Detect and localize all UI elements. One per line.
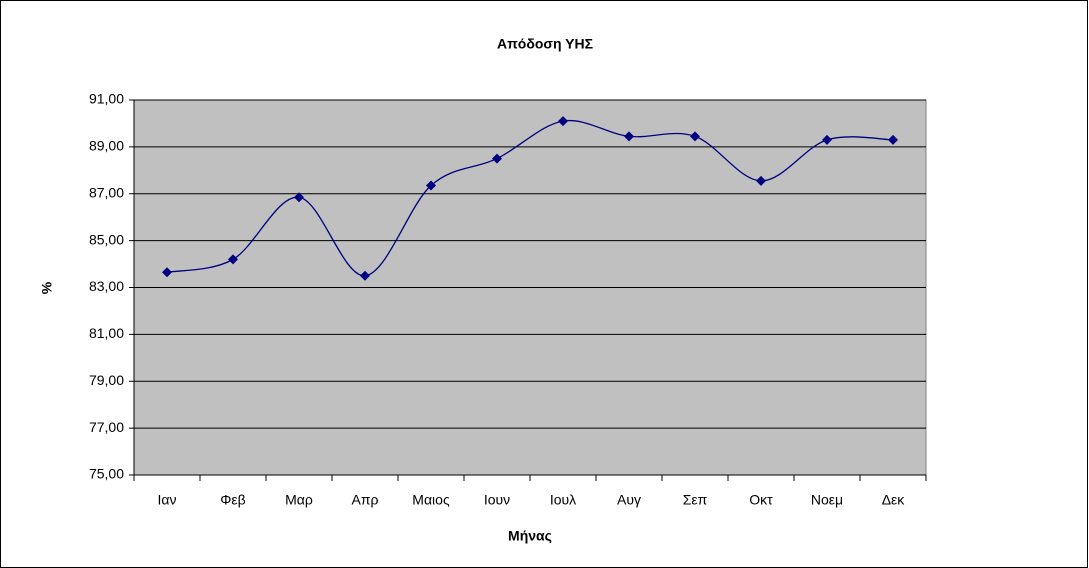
y-tick-label: 77,00 [89, 419, 124, 435]
x-tick-label: Ιουλ [550, 492, 576, 508]
y-tick-label: 83,00 [89, 278, 124, 294]
x-tick-label: Απρ [352, 492, 379, 508]
y-tick-label: 81,00 [89, 325, 124, 341]
y-tick-label: 85,00 [89, 231, 124, 247]
marker [822, 134, 832, 145]
marker [624, 131, 634, 142]
marker [756, 175, 766, 186]
y-axis-label: % [39, 281, 55, 294]
x-tick-label: Ιαν [158, 492, 177, 508]
marker [492, 153, 502, 164]
marker [690, 131, 700, 142]
x-tick-label: Σεπ [683, 492, 708, 508]
x-axis-label: Μήνας [508, 528, 552, 544]
chart-title: Απόδοση ΥΗΣ [497, 36, 593, 52]
y-tick-label: 75,00 [89, 466, 124, 482]
marker [294, 192, 304, 203]
x-tick-label: Μαρ [285, 492, 313, 508]
marker [228, 254, 238, 265]
marker [888, 134, 898, 145]
x-tick-label: Οκτ [749, 492, 773, 508]
x-tick-label: Αυγ [617, 492, 641, 508]
x-tick-label: Μαιος [412, 492, 450, 508]
marker [558, 116, 568, 127]
x-tick-label: Νοεμ [811, 492, 843, 508]
x-tick-label: Ιουν [484, 492, 510, 508]
marker [162, 267, 172, 278]
marker [360, 270, 370, 281]
y-tick-label: 87,00 [89, 184, 124, 200]
x-tick-label: Δεκ [882, 492, 906, 508]
y-tick-label: 91,00 [89, 91, 124, 107]
y-tick-label: 89,00 [89, 138, 124, 154]
marker [426, 180, 436, 191]
y-tick-label: 79,00 [89, 372, 124, 388]
x-tick-label: Φεβ [220, 492, 245, 508]
